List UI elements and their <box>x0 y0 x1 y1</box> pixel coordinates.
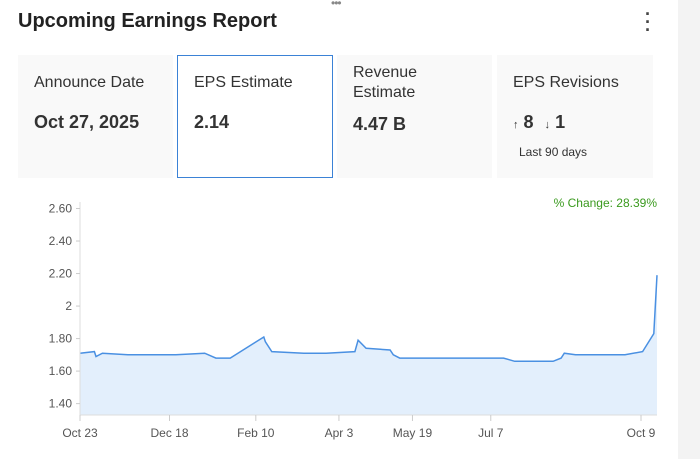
card-eps-revisions[interactable]: EPS Revisions ↑ 8 ↓ 1 Last 90 days <box>497 55 653 178</box>
revisions-period: Last 90 days <box>519 145 588 159</box>
card-value: 2.14 <box>194 112 230 132</box>
arrow-up-icon: ↑ <box>513 119 519 131</box>
kebab-menu-icon[interactable]: · · · <box>645 4 651 40</box>
y-tick-label: 2.20 <box>49 267 73 281</box>
y-tick-label: 2 <box>65 299 72 313</box>
card-label: EPS Revisions <box>513 74 619 91</box>
card-revenue-estimate[interactable]: Revenue Estimate 4.47 B <box>337 55 492 178</box>
scrollbar-gutter <box>678 0 700 459</box>
x-tick-label: Oct 9 <box>627 426 656 440</box>
arrow-down-icon: ↓ <box>544 119 551 131</box>
widget-title: Upcoming Earnings Report <box>18 10 277 32</box>
x-tick-label: Oct 23 <box>62 426 98 440</box>
revisions-down: 1 <box>555 112 566 132</box>
card-value: Oct 27, 2025 <box>34 112 140 132</box>
card-eps-estimate[interactable]: EPS Estimate 2.14 <box>177 55 333 178</box>
x-tick-label: May 19 <box>393 426 433 440</box>
drag-handle-icon[interactable]: ••• <box>331 0 342 10</box>
y-tick-label: 2.40 <box>49 234 73 248</box>
x-tick-label: Feb 10 <box>237 426 275 440</box>
y-tick-label: 1.60 <box>49 364 73 378</box>
y-tick-label: 2.60 <box>49 202 73 216</box>
revisions-up: 8 <box>523 112 534 132</box>
card-label: Announce Date <box>34 74 145 91</box>
y-tick-label: 1.80 <box>49 332 73 346</box>
percent-change-label: % Change: 28.39% <box>554 196 658 210</box>
card-value: 4.47 B <box>353 114 407 134</box>
y-tick-label: 1.40 <box>49 397 73 411</box>
card-label: Revenue Estimate <box>353 63 476 103</box>
card-label-line: Revenue <box>353 64 418 81</box>
series-area <box>80 275 657 415</box>
x-tick-label: Dec 18 <box>150 426 188 440</box>
card-label: EPS Estimate <box>194 74 293 91</box>
x-tick-label: Jul 7 <box>478 426 504 440</box>
x-tick-label: Apr 3 <box>325 426 354 440</box>
series-line <box>79 275 658 363</box>
card-label-line: Estimate <box>353 84 416 101</box>
card-announce-date[interactable]: Announce Date Oct 27, 2025 <box>18 55 173 178</box>
